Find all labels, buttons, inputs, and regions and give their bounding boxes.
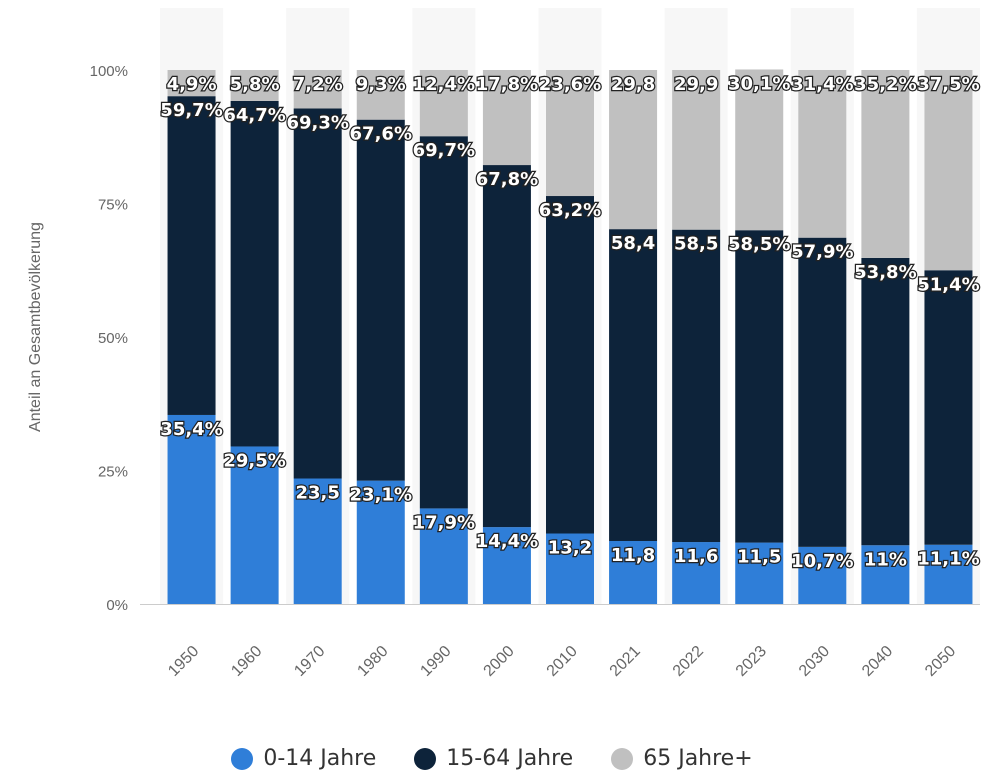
bar-segment [294, 108, 342, 478]
data-label: 58,4 [611, 233, 655, 254]
y-tick-label: 75% [98, 197, 128, 214]
data-label: 31,4% [791, 74, 853, 95]
data-label: 29,9 [674, 74, 718, 95]
x-tick-label: 2050 [922, 643, 959, 680]
data-label: 11% [864, 549, 907, 570]
data-label: 17,9% [413, 512, 475, 533]
data-label: 57,9% [791, 242, 853, 263]
bar-segment [861, 70, 909, 258]
data-label: 64,7% [223, 105, 285, 126]
x-tick-label: 2000 [481, 643, 518, 680]
x-tick-label: 1990 [417, 643, 454, 680]
bar-segment [168, 96, 216, 415]
data-label: 59,7% [160, 100, 222, 121]
data-label: 11,5 [737, 547, 781, 568]
bar-segment [735, 230, 783, 542]
data-label: 5,8% [230, 74, 280, 95]
bar-segment [231, 101, 279, 446]
bar-segment [924, 70, 972, 270]
data-label: 53,8% [854, 262, 916, 283]
bar-segment [357, 120, 405, 481]
y-tick-label: 100% [90, 63, 128, 80]
data-label: 35,2% [854, 74, 916, 95]
x-tick-label: 1960 [228, 643, 265, 680]
data-label: 29,8 [611, 74, 655, 95]
data-label: 11,8 [611, 545, 655, 566]
bar-segment [798, 238, 846, 547]
legend-swatch-65-plus [611, 748, 633, 770]
legend-item-15-64[interactable]: 15-64 Jahre [414, 746, 573, 771]
data-label: 9,3% [356, 74, 406, 95]
data-label: 69,3% [286, 112, 348, 133]
y-tick-label: 50% [98, 330, 128, 347]
data-label: 10,7% [791, 551, 853, 572]
bar-segment [672, 230, 720, 542]
legend: 0-14 Jahre 15-64 Jahre 65 Jahre+ [0, 746, 984, 771]
data-label: 23,1% [350, 485, 412, 506]
data-label: 35,4% [160, 419, 222, 440]
data-label: 17,8% [476, 74, 538, 95]
data-label: 69,7% [413, 140, 475, 161]
data-label: 51,4% [917, 274, 979, 295]
data-label: 58,5% [728, 234, 790, 255]
data-label: 7,2% [293, 74, 343, 95]
bar-segment [798, 70, 846, 238]
bar-segment [420, 136, 468, 508]
data-label: 23,6% [539, 74, 601, 95]
legend-label-65-plus: 65 Jahre+ [643, 746, 752, 771]
stacked-bar-chart: 0% 25% 50% 75% 100% Anteil an Gesamtbevölkeru… [0, 0, 984, 740]
data-label: 63,2% [539, 200, 601, 221]
data-label: 29,5% [223, 450, 285, 471]
data-label: 67,8% [476, 169, 538, 190]
data-label: 11,1% [917, 549, 979, 570]
bar-segment [483, 165, 531, 527]
bar-segment [861, 258, 909, 545]
data-label: 30,1% [728, 73, 790, 94]
x-tick-label: 1950 [165, 643, 202, 680]
legend-swatch-0-14 [231, 748, 253, 770]
x-tick-label: 2010 [544, 643, 581, 680]
y-axis-title: Anteil an Gesamtbevölkerung [27, 222, 44, 432]
data-label: 58,5 [674, 234, 718, 255]
y-tick-label: 0% [106, 597, 128, 614]
bar-segment [609, 229, 657, 541]
bar-segment [924, 270, 972, 544]
x-tick-label: 2021 [607, 643, 644, 680]
x-tick-label: 2040 [859, 643, 896, 680]
data-label: 37,5% [917, 74, 979, 95]
data-label: 11,6 [674, 546, 718, 567]
data-label: 13,2 [548, 538, 592, 559]
x-tick-label: 2022 [670, 643, 707, 680]
legend-swatch-15-64 [414, 748, 436, 770]
y-tick-label: 25% [98, 464, 128, 481]
data-label: 4,9% [167, 74, 217, 95]
data-label: 67,6% [350, 124, 412, 145]
x-tick-label: 1970 [291, 643, 328, 680]
legend-label-0-14: 0-14 Jahre [263, 746, 376, 771]
bar-segment [168, 415, 216, 604]
x-tick-label: 2023 [733, 643, 770, 680]
bar-segment [546, 196, 594, 533]
data-label: 23,5 [295, 483, 339, 504]
legend-item-65-plus[interactable]: 65 Jahre+ [611, 746, 752, 771]
x-tick-label: 2030 [796, 643, 833, 680]
x-tick-label: 1980 [354, 643, 391, 680]
legend-item-0-14[interactable]: 0-14 Jahre [231, 746, 376, 771]
legend-label-15-64: 15-64 Jahre [446, 746, 573, 771]
data-label: 14,4% [476, 531, 538, 552]
data-label: 12,4% [413, 74, 475, 95]
